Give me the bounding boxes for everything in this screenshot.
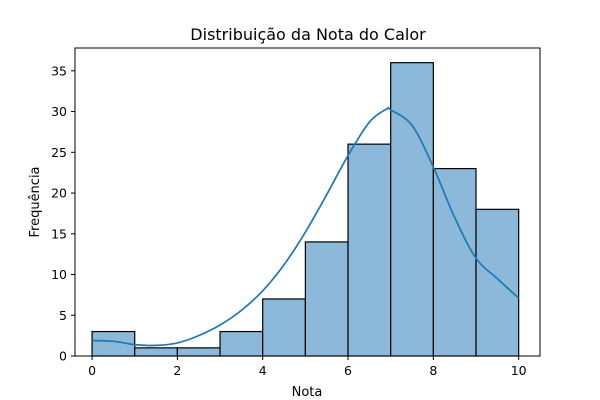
histogram-bars — [91, 62, 520, 357]
x-tick-label: 8 — [429, 363, 437, 378]
x-tick-label: 2 — [173, 363, 181, 378]
x-tick-label: 10 — [511, 363, 527, 378]
y-tick-label: 30 — [51, 104, 67, 119]
x-axis-ticks: 0 2 4 6 8 10 — [88, 356, 527, 378]
axes-frame — [74, 47, 541, 357]
histogram-bar — [390, 62, 434, 357]
histogram-bar — [219, 330, 264, 357]
y-tick-label: 25 — [51, 145, 67, 160]
y-tick-label: 5 — [59, 308, 67, 323]
chart-title: Distribuição da Nota do Calor — [190, 25, 426, 44]
y-tick-label: 0 — [59, 349, 67, 364]
histogram-bar — [134, 347, 178, 357]
histogram-bar — [432, 167, 477, 357]
y-tick-label: 15 — [51, 226, 67, 241]
histogram-bar — [475, 208, 520, 357]
histogram-bar — [262, 298, 306, 357]
histogram-bar — [304, 241, 349, 357]
y-axis-label: Frequência — [28, 166, 43, 237]
y-axis-ticks: 0 5 10 15 20 25 30 35 — [51, 63, 75, 364]
histogram-bar — [347, 143, 392, 357]
histogram-bar — [176, 347, 221, 357]
kde-curve — [92, 106, 520, 347]
x-tick-label: 4 — [259, 363, 267, 378]
x-tick-label: 0 — [88, 363, 96, 378]
x-axis-label: Nota — [292, 385, 323, 400]
x-tick-label: 6 — [344, 363, 352, 378]
y-tick-label: 10 — [51, 267, 67, 282]
y-tick-label: 20 — [51, 186, 67, 201]
y-tick-label: 35 — [51, 63, 67, 78]
